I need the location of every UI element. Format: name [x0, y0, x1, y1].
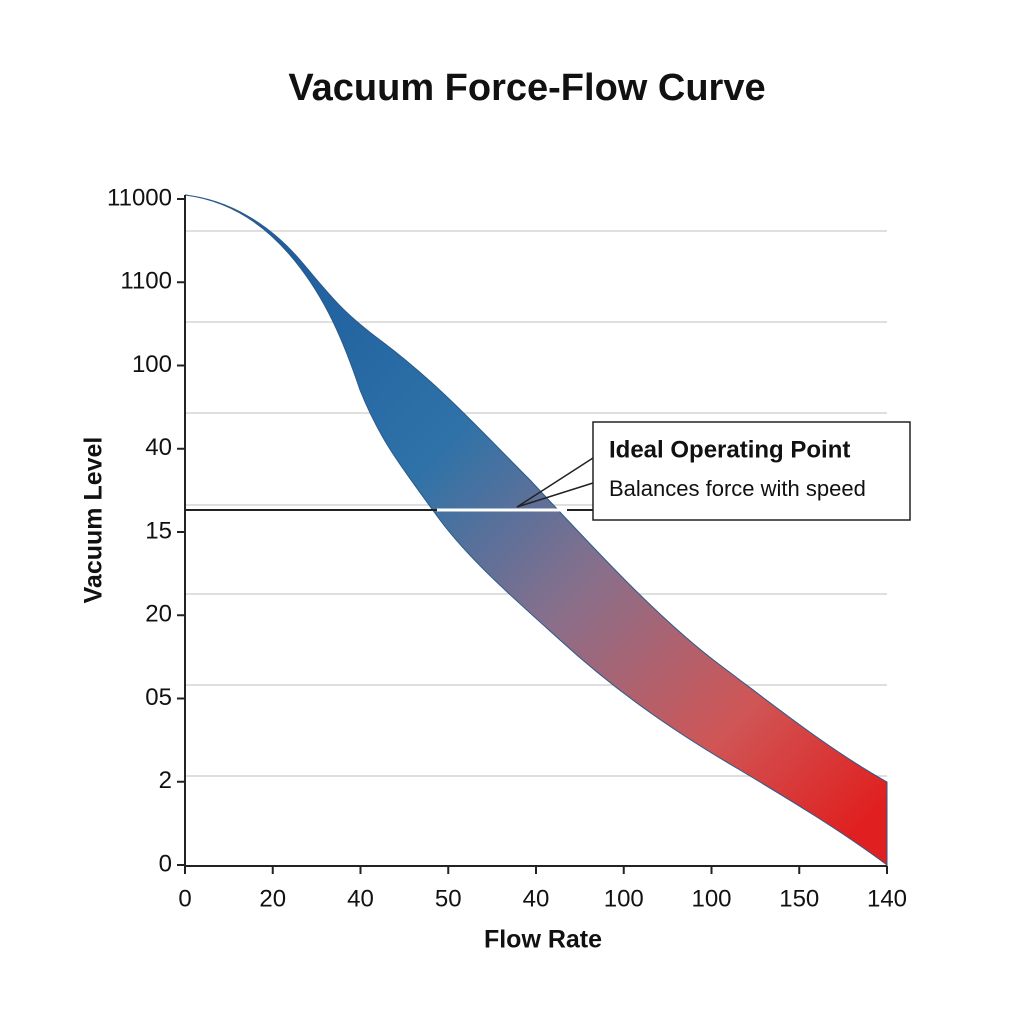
- annotation-text: Balances force with speed: [609, 476, 866, 501]
- y-tick-label: 100: [132, 351, 172, 378]
- y-tick-label: 20: [145, 601, 172, 628]
- annotation-title: Ideal Operating Point: [609, 436, 850, 463]
- x-axis-label: Flow Rate: [484, 926, 602, 954]
- y-tick-label: 0: [159, 850, 172, 877]
- y-tick-label: 2: [159, 767, 172, 794]
- x-tick-label: 100: [691, 885, 731, 912]
- x-tick-label: 40: [523, 885, 550, 912]
- annotation-pointer: [516, 457, 594, 508]
- x-tick-label: 40: [347, 885, 374, 912]
- y-tick-label: 40: [145, 434, 172, 461]
- y-tick-label: 15: [145, 517, 172, 544]
- y-tick-label: 1100: [120, 268, 172, 295]
- annotation-box: [592, 421, 911, 521]
- y-tick-label: 11000: [107, 184, 172, 211]
- x-tick-label: 140: [867, 885, 907, 912]
- y-axis-label: Vacuum Level: [80, 437, 108, 604]
- y-tick-label: 05: [145, 684, 172, 711]
- x-tick-label: 150: [779, 885, 819, 912]
- x-tick-label: 100: [604, 885, 644, 912]
- x-tick-label: 50: [435, 885, 462, 912]
- x-tick-label: 0: [178, 885, 191, 912]
- chart-title: Vacuum Force-Flow Curve: [288, 67, 765, 109]
- x-tick-label: 20: [259, 885, 286, 912]
- force-flow-band: [184, 194, 888, 866]
